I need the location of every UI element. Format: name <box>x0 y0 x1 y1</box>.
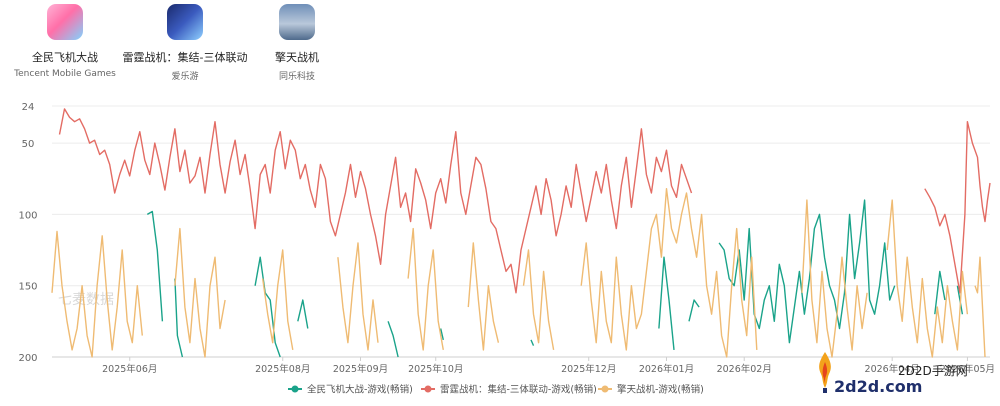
legend-swatch-dot <box>291 385 299 393</box>
series-line-3 <box>51 188 986 358</box>
site-logo-text: 2d2d.com <box>834 377 923 396</box>
plane-game-app-icon <box>279 4 315 40</box>
app-header: 全民飞机大战 Tencent Mobile Games 雷霆战机：集结-三体联动… <box>0 0 1000 95</box>
rank-chart: 24 50 100 150 200 2025年06月 2025年08月 2025年09月 20… <box>0 95 1000 402</box>
app-card-2[interactable]: 雷霆战机：集结-三体联动 爱乐游 <box>120 4 250 82</box>
series-line-1 <box>146 199 964 358</box>
x-tick-label: 2025年10月 <box>408 363 463 375</box>
y-tick-label: 200 <box>18 353 37 364</box>
y-tick-label: 100 <box>18 210 37 221</box>
legend-swatch-dot <box>424 385 432 393</box>
flame-logo-icon <box>819 352 831 393</box>
app-publisher: Tencent Mobile Games <box>14 69 116 79</box>
app-name: 擎天战机 <box>275 51 319 64</box>
app-publisher: 爱乐游 <box>171 72 199 82</box>
app-publisher: 同乐科技 <box>278 72 315 82</box>
series-line-2 <box>58 108 991 294</box>
legend-swatch-dot <box>601 385 609 393</box>
app-card-3[interactable]: 擎天战机 同乐科技 <box>262 4 332 82</box>
legend-label: 擎天战机-游戏(畅销) <box>617 384 704 396</box>
chart-legend: 全民飞机大战-游戏(畅销) 雷霆战机：集结-三体联动-游戏(畅销) 擎天战机-游戏(… <box>288 384 704 396</box>
x-tick-label: 2025年09月 <box>333 363 388 375</box>
y-tick-label: 24 <box>22 102 35 113</box>
chart-watermark: 七麦数据 <box>58 292 114 308</box>
plane-game-app-icon <box>47 4 83 40</box>
legend-label: 全民飞机大战-游戏(畅销) <box>307 384 413 396</box>
x-tick-label: 2026年04月 <box>865 363 920 375</box>
site-watermark: 2D2D手游网 <box>898 364 968 378</box>
x-tick-label: 2025年08月 <box>255 363 310 375</box>
plane-game-app-icon <box>167 4 203 40</box>
y-tick-label: 150 <box>18 282 37 293</box>
legend-label: 雷霆战机：集结-三体联动-游戏(畅销) <box>440 384 597 396</box>
y-tick-label: 50 <box>22 139 35 150</box>
x-tick-label: 2026年02月 <box>717 363 772 375</box>
chart-grid <box>52 105 990 358</box>
x-tick-label: 2026年05月 <box>940 363 995 375</box>
x-tick-label: 2026年01月 <box>639 363 694 375</box>
x-axis: 2025年06月 2025年08月 2025年09月 2025年10月 2025年12月… <box>52 356 995 375</box>
y-axis: 24 50 100 150 200 <box>18 102 37 364</box>
series-lines <box>51 108 991 358</box>
x-tick-label: 2025年12月 <box>561 363 616 375</box>
app-card-1[interactable]: 全民飞机大战 Tencent Mobile Games <box>10 4 120 79</box>
x-tick-label: 2025年06月 <box>102 363 157 375</box>
app-name: 全民飞机大战 <box>32 51 98 64</box>
app-name: 雷霆战机：集结-三体联动 <box>122 51 248 64</box>
